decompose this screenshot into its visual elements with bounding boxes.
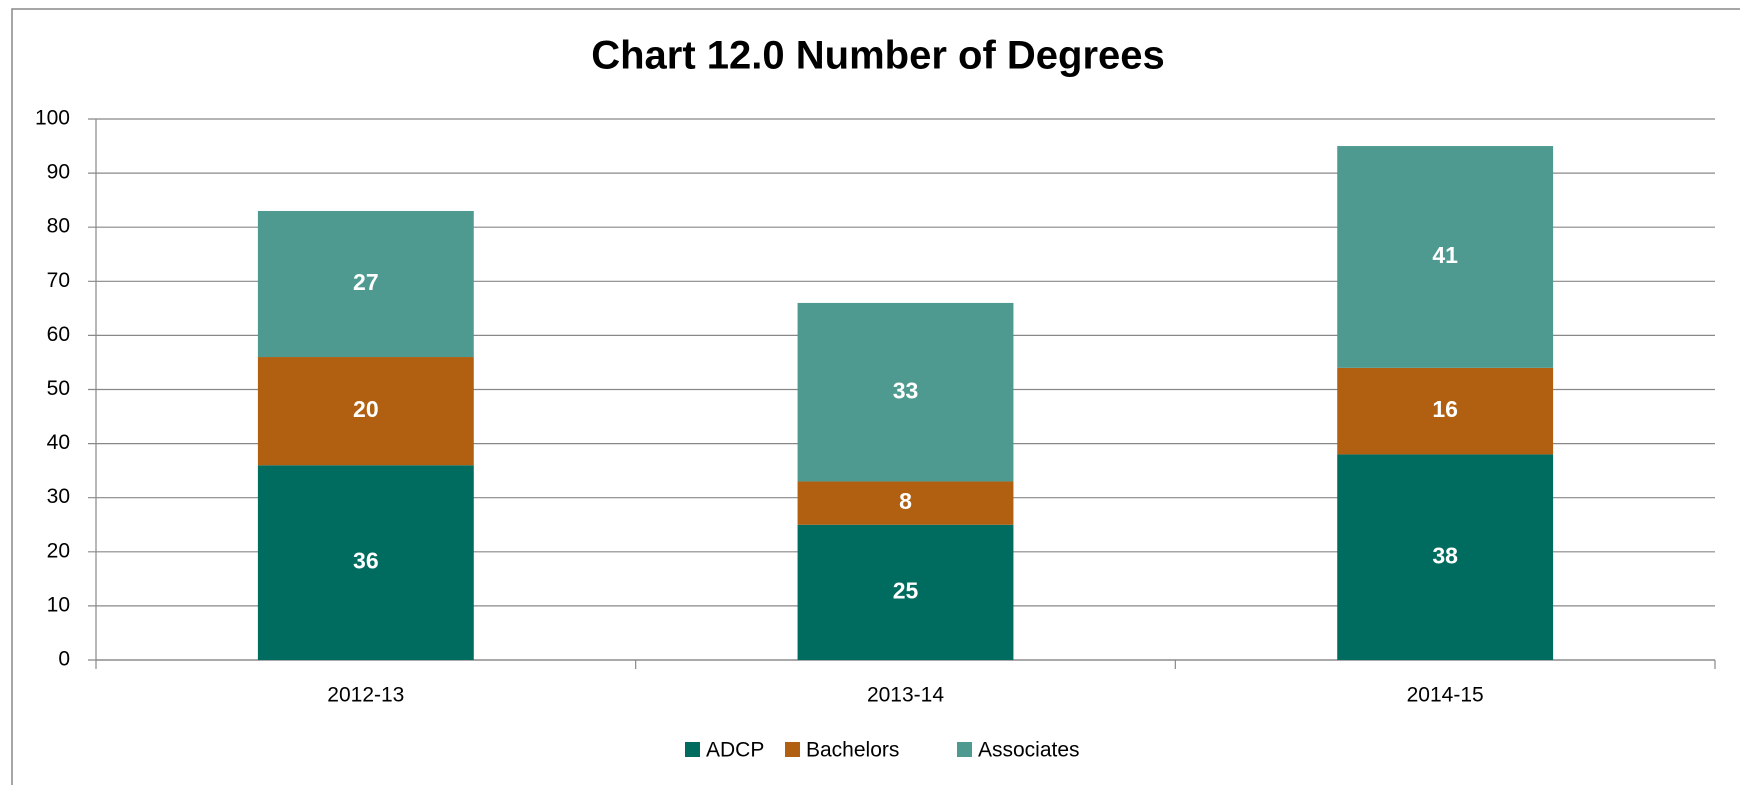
- bar-segment: [797, 524, 1014, 660]
- bar-segment: [257, 210, 474, 358]
- x-tick-label: 2014-15: [1407, 684, 1484, 707]
- y-tick-label: 70: [47, 269, 70, 292]
- bar-segment: [1337, 454, 1554, 660]
- data-label: 25: [893, 577, 919, 603]
- data-label: 8: [899, 488, 912, 514]
- data-label: 38: [1432, 542, 1458, 568]
- x-tick-label: 2013-14: [867, 684, 944, 707]
- y-tick-label: 0: [58, 648, 70, 671]
- y-tick-label: 100: [35, 107, 70, 130]
- bar-segment: [797, 302, 1014, 482]
- x-tick-label: 2012-13: [327, 684, 404, 707]
- data-label: 36: [353, 548, 379, 574]
- bar-segment: [1337, 367, 1554, 455]
- legend-swatch: [685, 742, 700, 757]
- y-tick-label: 50: [47, 377, 70, 400]
- y-tick-label: 60: [47, 323, 70, 346]
- bar-segment: [257, 357, 474, 466]
- y-tick-label: 40: [47, 431, 70, 454]
- y-tick-label: 80: [47, 215, 70, 238]
- y-tick-label: 30: [47, 485, 70, 508]
- data-label: 33: [893, 377, 919, 403]
- bar-segment: [1337, 146, 1554, 368]
- y-tick-label: 10: [47, 593, 70, 616]
- y-tick-label: 90: [47, 161, 70, 184]
- data-label: 16: [1432, 396, 1458, 422]
- bar-segment: [797, 481, 1014, 525]
- data-label: 41: [1432, 242, 1458, 268]
- legend-label: ADCP: [706, 739, 764, 762]
- legend-swatch: [957, 742, 972, 757]
- data-label: 20: [353, 396, 379, 422]
- legend-label: Bachelors: [806, 739, 899, 762]
- bar-segment: [257, 465, 474, 660]
- data-label: 27: [353, 269, 379, 295]
- chart-title: Chart 12.0 Number of Degrees: [591, 34, 1165, 78]
- legend-label: Associates: [978, 739, 1080, 762]
- legend-swatch: [785, 742, 800, 757]
- y-tick-label: 20: [47, 539, 70, 562]
